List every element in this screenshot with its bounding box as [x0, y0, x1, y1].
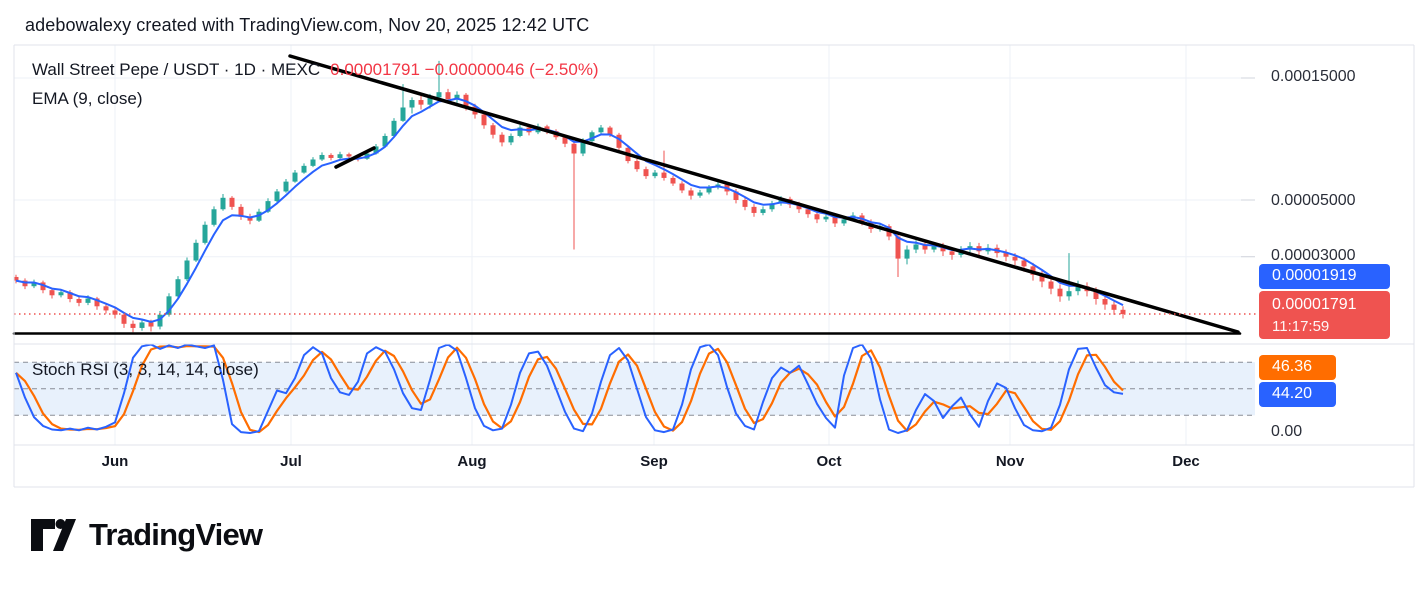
stoch-rsi-indicator-label[interactable]: Stoch RSI (3, 3, 14, 14, close)	[32, 360, 259, 379]
stoch-k-value-badge: 44.20	[1259, 382, 1336, 407]
descending-trendline	[288, 54, 1240, 334]
last-price-badge-value: 0.00001791	[1272, 296, 1357, 313]
candlestick-series	[13, 60, 1126, 333]
time-axis-label-jun: Jun	[101, 453, 129, 470]
symbol-title[interactable]: Wall Street Pepe / USDT · 1D · MEXC	[32, 60, 321, 79]
price-axis-tick-15000: 0.00015000	[1271, 68, 1356, 85]
pane-separators	[13, 44, 1415, 488]
tradingview-logo[interactable]: TradingView	[30, 517, 263, 553]
time-axis[interactable]: Jun Jul Aug Sep Oct Nov Dec	[0, 453, 1428, 479]
price-axis-tick-3000: 0.00003000	[1271, 247, 1356, 264]
last-price-and-change: 0.00001791 −0.00000046 (−2.50%)	[330, 60, 599, 79]
time-axis-label-oct: Oct	[816, 453, 842, 470]
short-trend-segment	[334, 146, 376, 169]
ema-line	[15, 97, 1124, 323]
attribution-header: adebowalexy created with TradingView.com…	[25, 15, 590, 35]
last-price-badge: 0.00001791 11:17:59	[1259, 291, 1390, 339]
tradingview-logo-icon	[31, 519, 76, 551]
time-axis-label-nov: Nov	[995, 453, 1025, 470]
ema-indicator-label[interactable]: EMA (9, close)	[32, 89, 143, 108]
price-axis-tick-5000: 0.00005000	[1271, 192, 1356, 209]
stoch-k-line	[15, 343, 1124, 434]
time-axis-label-dec: Dec	[1172, 453, 1200, 470]
time-axis-label-aug: Aug	[457, 453, 487, 470]
tradingview-wordmark: TradingView	[89, 517, 263, 552]
time-axis-label-sep: Sep	[640, 453, 668, 470]
time-axis-label-jul: Jul	[280, 453, 302, 470]
countdown-timer: 11:17:59	[1272, 318, 1330, 335]
grid-lines	[14, 45, 1255, 445]
stoch-d-value-badge: 46.36	[1259, 355, 1336, 380]
ema-value-badge: 0.00001919	[1259, 264, 1390, 289]
symbol-title-row: Wall Street Pepe / USDT · 1D · MEXC 0.000…	[32, 60, 599, 80]
stoch-axis-zero-label: 0.00	[1271, 423, 1303, 440]
